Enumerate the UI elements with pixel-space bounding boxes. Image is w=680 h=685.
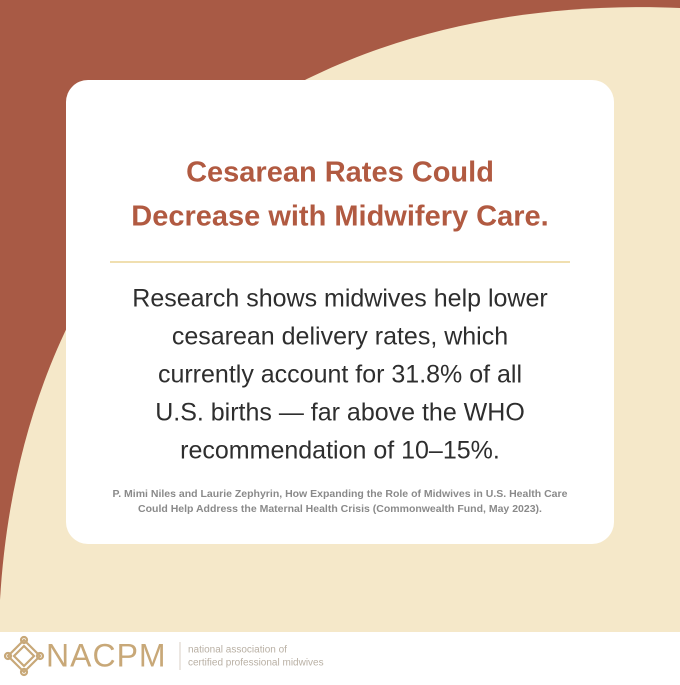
card [66, 80, 614, 544]
citation: P. Mimi Niles and Laurie Zephyrin, How E… [113, 488, 568, 500]
citation: Could Help Address the Maternal Health C… [138, 503, 542, 515]
body-text: cesarean delivery rates, which [172, 323, 508, 351]
body-text: Research shows midwives help lower [132, 285, 547, 313]
body-text: U.S. births — far above the WHO [155, 399, 525, 427]
card-title: Cesarean Rates Could [186, 157, 494, 189]
tagline: national association of [188, 645, 287, 656]
body-text: recommendation of 10–15%. [180, 437, 500, 465]
logo-icon [3, 635, 45, 677]
body-text: currently account for 31.8% of all [158, 361, 522, 389]
card-title: Decrease with Midwifery Care. [131, 201, 548, 233]
tagline: certified professional midwives [188, 658, 324, 669]
footer [0, 632, 680, 680]
brand: NACPM [46, 637, 167, 673]
